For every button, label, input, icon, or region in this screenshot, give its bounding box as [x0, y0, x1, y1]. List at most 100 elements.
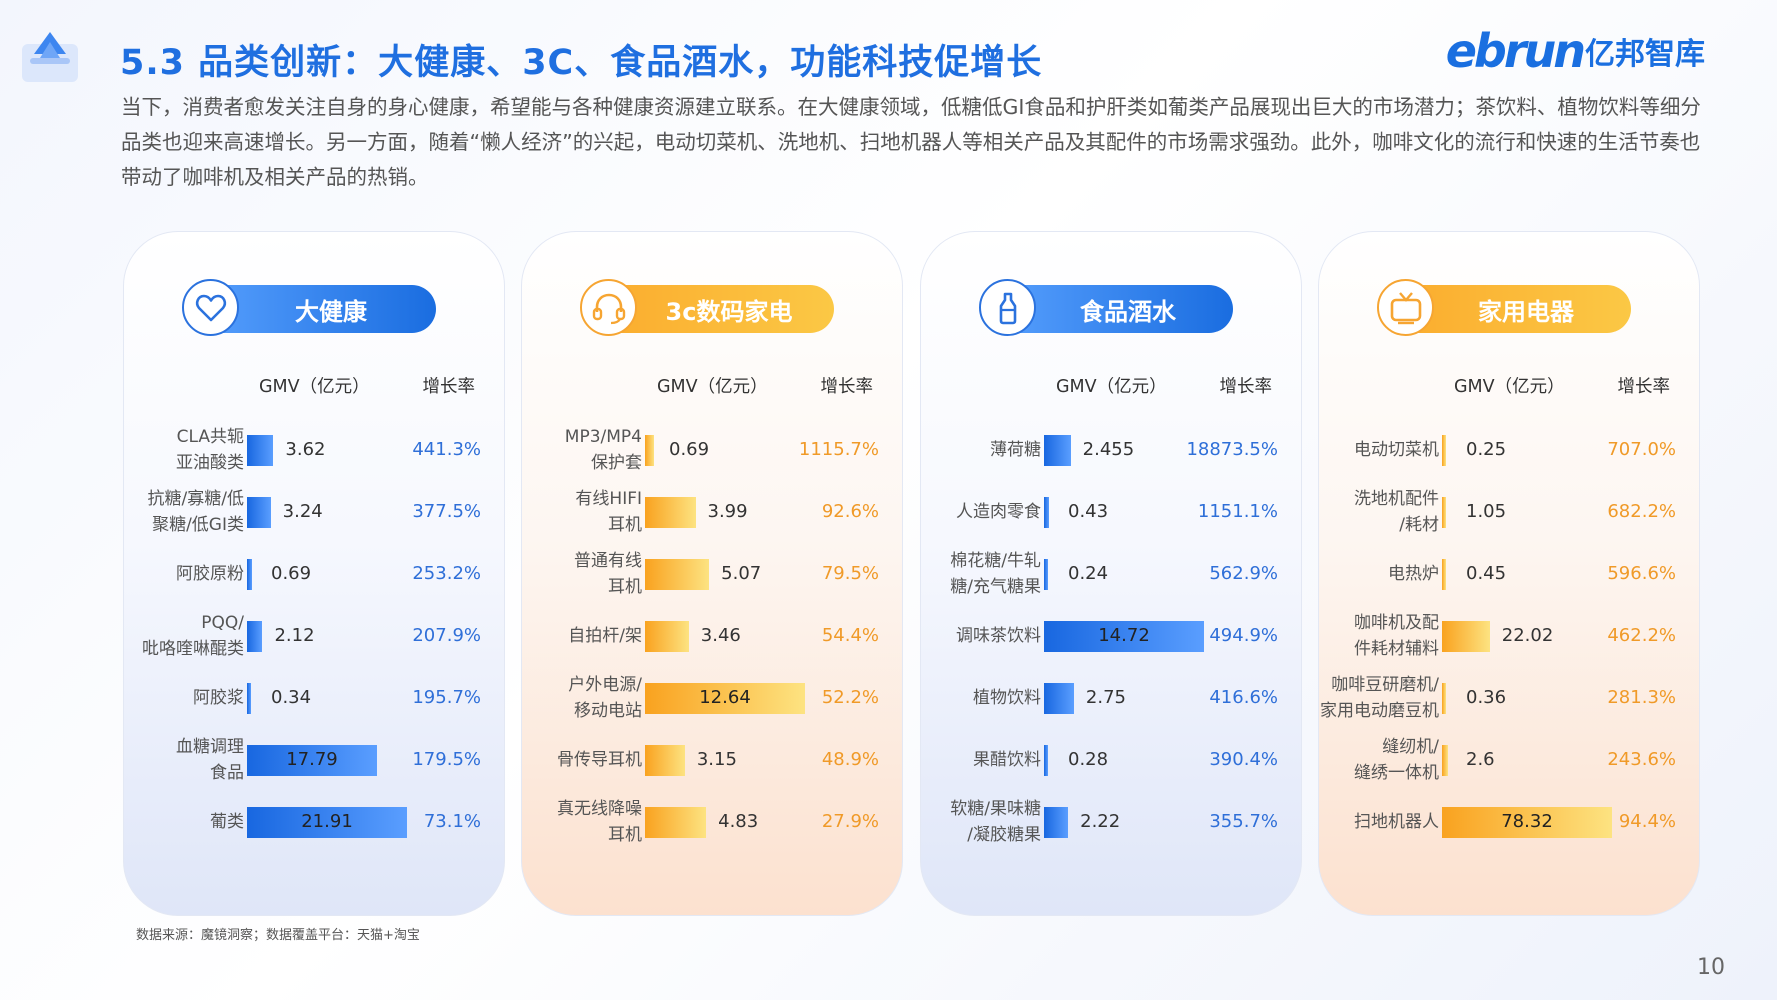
chart-row: 调味茶饮料 14.72 494.9% [921, 605, 1301, 667]
page-number: 10 [1697, 955, 1725, 980]
tv-icon [1377, 279, 1434, 336]
chart-row: PQQ/ 吡咯喹啉醌类 2.12 207.9% [124, 605, 504, 667]
gmv-bar [1044, 807, 1069, 838]
gmv-bar [1442, 621, 1490, 652]
gmv-value-label: 0.34 [271, 687, 312, 708]
chart-row: 葡类 21.91 73.1% [124, 791, 504, 853]
chart-row: CLA共轭 亚油酸类 3.62 441.3% [124, 419, 504, 481]
chart-row: 咖啡机及配 件耗材辅料 22.02 462.2% [1319, 605, 1699, 667]
growth-rate-label: 54.4% [821, 625, 879, 646]
gmv-value-label: 17.79 [286, 749, 338, 770]
gmv-value-label: 2.12 [274, 625, 315, 646]
chart-panel: 大健康 GMV（亿元） 增长率 CLA共轭 亚油酸类 3.62 441.3% 抗糖/寡糖/低… [123, 231, 505, 916]
growth-rate-label: 416.6% [1209, 687, 1278, 708]
growth-rate-label: 243.6% [1607, 749, 1676, 770]
page-title: 5.3 品类创新：大健康、3C、食品酒水，功能科技促增长 [120, 43, 1043, 83]
category-label: 人造肉零食 [956, 502, 1041, 522]
gmv-value-label: 5.07 [721, 563, 762, 584]
chart-row: 骨传导耳机 3.15 48.9% [522, 729, 902, 791]
chart-row: 软糖/果味糖 /凝胶糖果 2.22 355.7% [921, 791, 1301, 853]
growth-rate-label: 179.5% [412, 749, 481, 770]
category-label: 有线HIFI 耳机 [575, 489, 642, 535]
growth-rate-label: 682.2% [1607, 501, 1676, 522]
gmv-bar [1044, 683, 1074, 714]
chart-row: 扫地机器人 78.32 94.4% [1319, 791, 1699, 853]
category-label: 电动切菜机 [1354, 440, 1439, 460]
growth-rate-label: 281.3% [1607, 687, 1676, 708]
category-label: 洗地机配件 /耗材 [1354, 489, 1439, 535]
chart-row: 电热炉 0.45 596.6% [1319, 543, 1699, 605]
gmv-bar [645, 497, 696, 528]
gmv-value-label: 0.45 [1466, 563, 1507, 584]
category-label: 缝纫机/ 缝绣一体机 [1354, 737, 1439, 783]
gmv-value-label: 0.69 [669, 439, 710, 460]
growth-rate-label: 707.0% [1607, 439, 1676, 460]
chart-row: 电动切菜机 0.25 707.0% [1319, 419, 1699, 481]
intro-paragraph: 当下，消费者愈发关注自身的身心健康，希望能与各种健康资源建立联系。在大健康领域，… [121, 95, 1701, 189]
category-label: 血糖调理 食品 [176, 737, 244, 783]
report-logo-icon [20, 28, 80, 86]
category-label: MP3/MP4 保护套 [564, 427, 642, 473]
growth-rate-column-header: 增长率 [422, 377, 476, 397]
gmv-bar [247, 435, 274, 466]
bottle-icon [979, 279, 1036, 336]
gmv-bar [645, 683, 805, 714]
chart-row: 缝纫机/ 缝绣一体机 2.6 243.6% [1319, 729, 1699, 791]
category-label: 普通有线 耳机 [574, 551, 642, 597]
chart-row: 血糖调理 食品 17.79 179.5% [124, 729, 504, 791]
growth-rate-label: 27.9% [821, 811, 879, 832]
gmv-bar [1044, 497, 1049, 528]
growth-rate-label: 562.9% [1209, 563, 1278, 584]
growth-rate-label: 195.7% [412, 687, 481, 708]
gmv-column-header: GMV（亿元） [1454, 377, 1565, 397]
gmv-bar [1442, 435, 1446, 466]
brand-name-cn: 亿邦智库 [1585, 37, 1705, 72]
chart-row: 阿胶浆 0.34 195.7% [124, 667, 504, 729]
growth-rate-label: 79.5% [821, 563, 879, 584]
gmv-bar [645, 621, 689, 652]
gmv-value-label: 22.02 [1501, 625, 1554, 646]
chart-row: 咖啡豆研磨机/ 家用电动磨豆机 0.36 281.3% [1319, 667, 1699, 729]
headphones-icon [580, 279, 637, 336]
chart-row: 人造肉零食 0.43 1151.1% [921, 481, 1301, 543]
category-label: 薄荷糖 [990, 440, 1041, 460]
chart-panel: 家用电器 GMV（亿元） 增长率 电动切菜机 0.25 707.0% 洗地机配件 /耗材 1.… [1318, 231, 1700, 916]
chart-row: 洗地机配件 /耗材 1.05 682.2% [1319, 481, 1699, 543]
gmv-value-label: 0.28 [1068, 749, 1109, 770]
data-source-note: 数据来源：魔镜洞察；数据覆盖平台：天猫+淘宝 [136, 928, 420, 943]
gmv-bar [1442, 497, 1446, 528]
category-label: 软糖/果味糖 /凝胶糖果 [950, 799, 1041, 845]
chart-row: 普通有线 耳机 5.07 79.5% [522, 543, 902, 605]
growth-rate-label: 494.9% [1209, 625, 1278, 646]
gmv-value-label: 3.62 [285, 439, 326, 460]
gmv-value-label: 0.43 [1068, 501, 1109, 522]
gmv-value-label: 2.75 [1085, 687, 1126, 708]
gmv-bar [1442, 745, 1448, 776]
chart-row: 有线HIFI 耳机 3.99 92.6% [522, 481, 902, 543]
gmv-value-label: 12.64 [699, 687, 751, 708]
brand-name-en: ebrun [1445, 24, 1586, 78]
gmv-value-label: 0.24 [1068, 563, 1109, 584]
category-label: 电热炉 [1388, 564, 1439, 584]
gmv-bar [1442, 683, 1446, 714]
growth-rate-column-header: 增长率 [1219, 377, 1273, 397]
category-label: 阿胶浆 [193, 688, 244, 708]
category-label: 骨传导耳机 [557, 750, 642, 770]
growth-rate-label: 18873.5% [1186, 439, 1278, 460]
growth-rate-label: 52.2% [821, 687, 879, 708]
gmv-value-label: 0.36 [1466, 687, 1507, 708]
growth-rate-label: 73.1% [423, 811, 481, 832]
gmv-value-label: 4.83 [718, 811, 759, 832]
category-label: PQQ/ 吡咯喹啉醌类 [142, 613, 244, 659]
category-label: 果醋饮料 [973, 750, 1041, 770]
chart-row: 真无线降噪 耳机 4.83 27.9% [522, 791, 902, 853]
category-label: 咖啡机及配 件耗材辅料 [1354, 613, 1439, 659]
growth-rate-column-header: 增长率 [1617, 377, 1671, 397]
gmv-bar [645, 435, 654, 466]
gmv-bar [247, 745, 377, 776]
chart-row: 植物饮料 2.75 416.6% [921, 667, 1301, 729]
category-label: 户外电源/ 移动电站 [568, 675, 642, 721]
gmv-bar [247, 807, 407, 838]
gmv-value-label: 3.15 [696, 749, 737, 770]
gmv-value-label: 14.72 [1098, 625, 1150, 646]
